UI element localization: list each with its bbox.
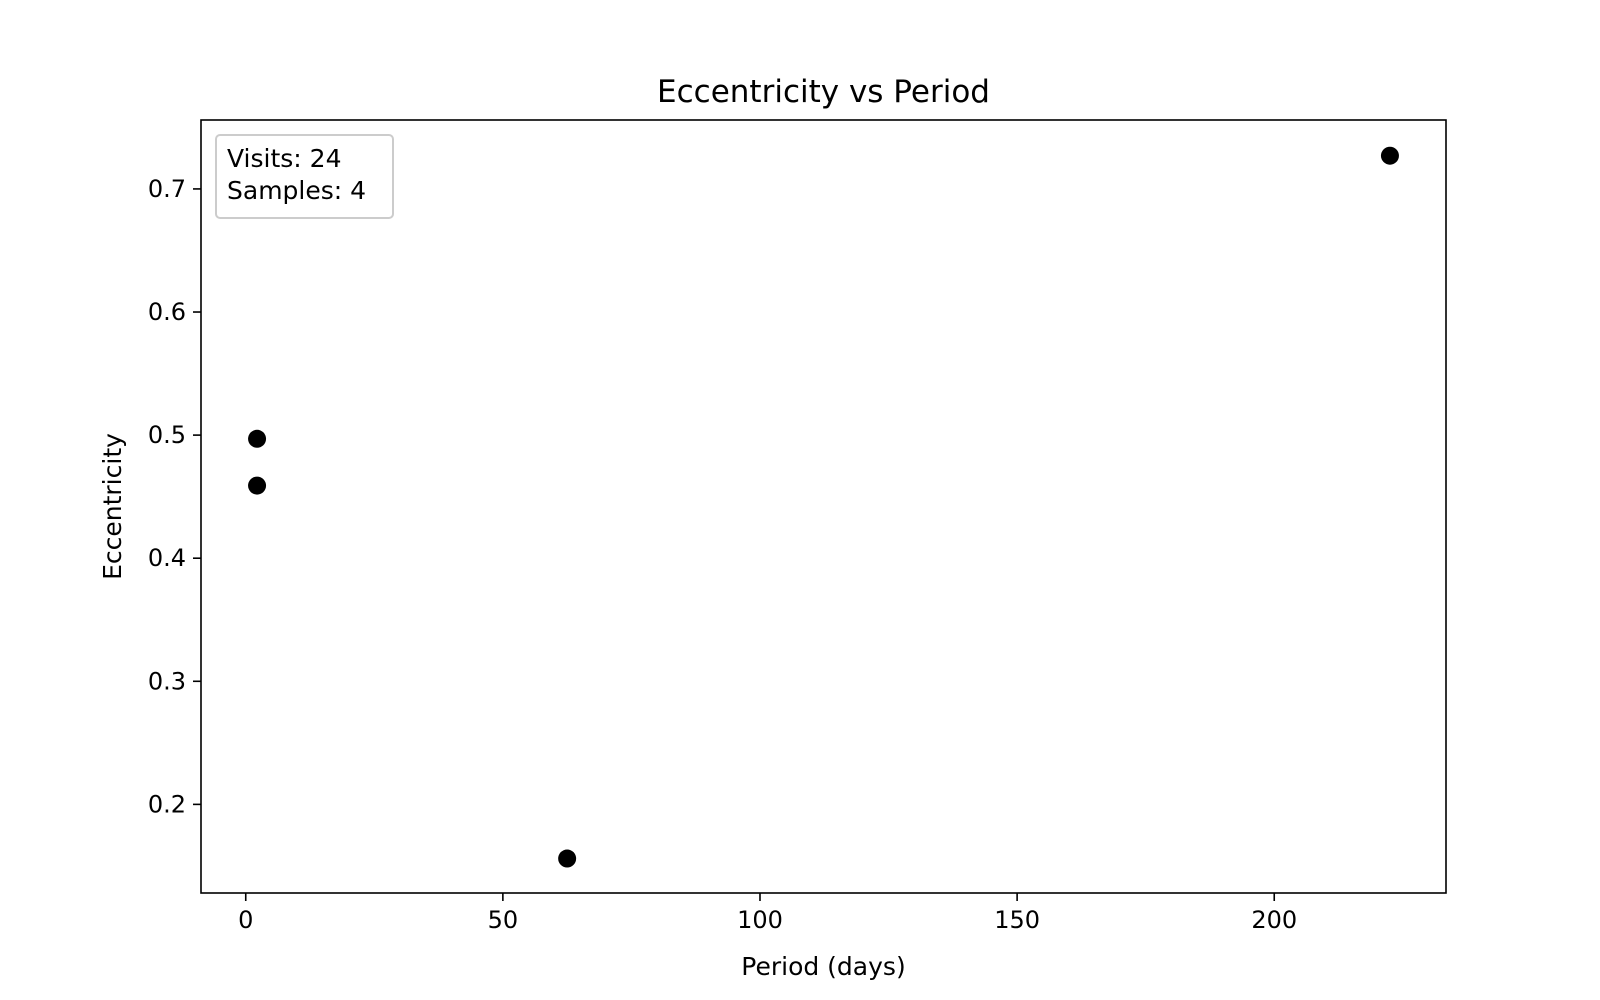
x-axis-label: Period (days) xyxy=(741,952,905,981)
data-point xyxy=(1380,146,1399,165)
x-axis: 0 50 100 150 200 xyxy=(238,893,1297,934)
data-point xyxy=(248,476,267,495)
legend-samples: Samples: 4 xyxy=(227,176,366,205)
y-tick-label: 0.4 xyxy=(148,544,186,572)
y-tick-label: 0.3 xyxy=(148,667,186,695)
data-point xyxy=(558,849,577,868)
y-axis-label: Eccentricity xyxy=(98,433,127,580)
axes-frame xyxy=(200,119,1447,894)
plot-area xyxy=(200,119,1447,894)
data-points xyxy=(248,146,1399,868)
x-tick-label: 100 xyxy=(737,906,783,934)
legend-frame xyxy=(215,134,394,219)
data-point xyxy=(248,429,267,448)
x-tick-label: 0 xyxy=(238,906,253,934)
y-tick-label: 0.2 xyxy=(148,790,186,818)
x-tick-label: 50 xyxy=(488,906,519,934)
chart-title: Eccentricity vs Period xyxy=(657,74,990,110)
y-tick-label: 0.5 xyxy=(148,421,186,449)
x-tick-label: 150 xyxy=(994,906,1040,934)
x-tick-label: 200 xyxy=(1251,906,1297,934)
y-tick-label: 0.7 xyxy=(148,175,186,203)
y-tick-label: 0.6 xyxy=(148,298,186,326)
legend-visits: Visits: 24 xyxy=(227,144,341,173)
legend-box: Visits: 24 Samples: 4 xyxy=(215,134,394,219)
y-axis: 0.2 0.3 0.4 0.5 0.6 0.7 xyxy=(148,175,201,818)
